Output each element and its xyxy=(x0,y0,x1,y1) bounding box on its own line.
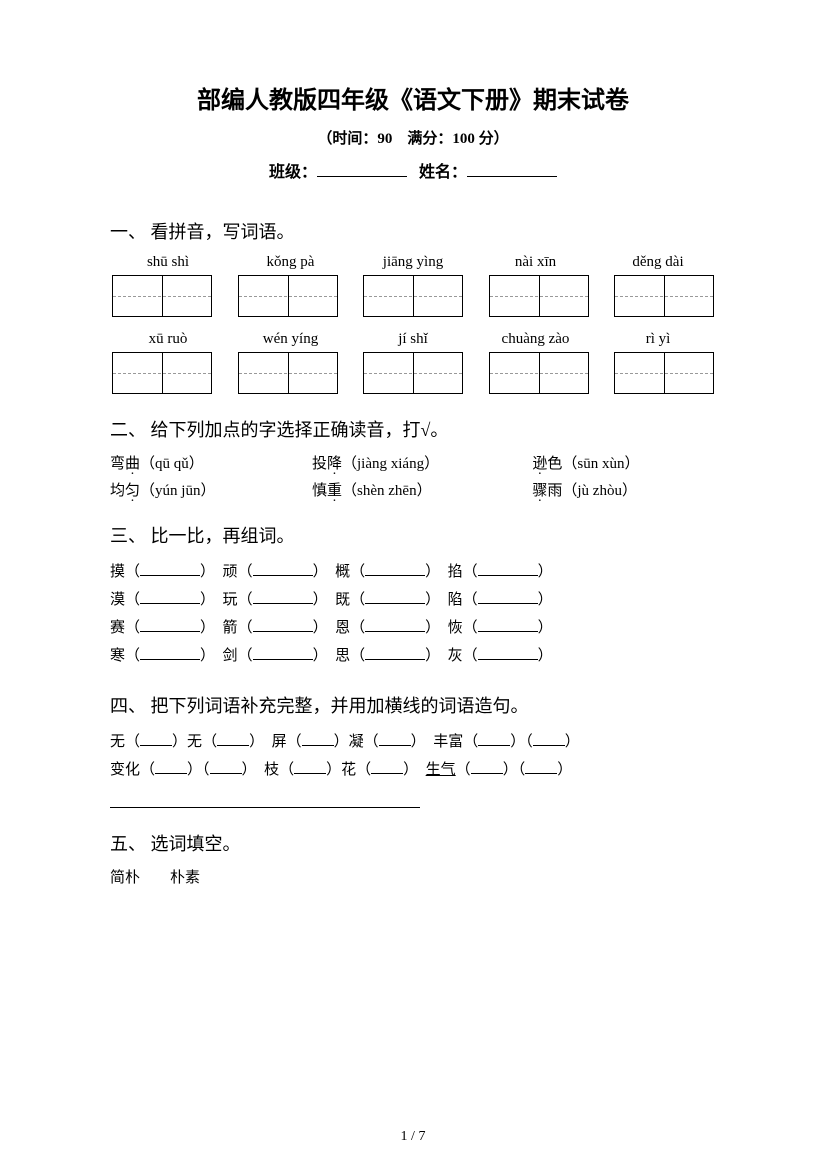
q3-row: 寒（） 剑（） 思（） 灰（） xyxy=(110,642,716,670)
dotted-char: 降 xyxy=(327,452,342,473)
q2-item: 投降（jiàng xiáng） xyxy=(312,452,532,473)
name-label: 姓名： xyxy=(419,164,467,181)
document-subtitle: （时间：90 满分：100 分） xyxy=(110,127,716,148)
section-3-heading: 三、 比一比，再组词。 xyxy=(110,522,716,548)
info-line: 班级： 姓名： xyxy=(110,158,716,182)
char-box xyxy=(489,275,589,317)
class-blank xyxy=(317,161,407,177)
char-box xyxy=(238,275,338,317)
pinyin-item: wén yíng xyxy=(241,331,341,348)
sentence-blank xyxy=(110,792,420,808)
char-box xyxy=(489,352,589,394)
char-box xyxy=(112,352,212,394)
pinyin-row-1: shū shì kǒng pà jiāng yìng nài xīn děng … xyxy=(110,254,716,271)
section-1-heading: 一、 看拼音，写词语。 xyxy=(110,218,716,244)
pinyin-item: jí shǐ xyxy=(363,331,463,348)
dotted-char: 匀 xyxy=(125,479,140,500)
q3-row: 赛（） 箭（） 恩（） 恢（） xyxy=(110,614,716,642)
pinyin-item: xū ruò xyxy=(118,331,218,348)
q4-row: 无（）无（） 屏（）凝（） 丰富（）（） xyxy=(110,728,716,756)
q4-container: 无（）无（） 屏（）凝（） 丰富（）（） 变化（）（） 枝（）花（） 生气（）（… xyxy=(110,728,716,808)
q2-grid: 弯曲（qū qǔ） 投降（jiàng xiáng） 逊色（sūn xùn） 均匀… xyxy=(110,452,716,500)
section-5-heading: 五、 选词填空。 xyxy=(110,830,716,856)
pinyin-item: kǒng pà xyxy=(241,254,341,271)
char-box xyxy=(614,275,714,317)
dotted-char: 重 xyxy=(327,479,342,500)
q2-item: 均匀（yún jūn） xyxy=(110,479,312,500)
pinyin-item: shū shì xyxy=(118,254,218,271)
class-label: 班级： xyxy=(269,164,317,181)
document-title: 部编人教版四年级《语文下册》期末试卷 xyxy=(110,80,716,115)
q3-row: 摸（） 顽（） 概（） 掐（） xyxy=(110,558,716,586)
section-2-heading: 二、 给下列加点的字选择正确读音，打√。 xyxy=(110,416,716,442)
q5-word-choices: 简朴 朴素 xyxy=(110,866,716,887)
pinyin-item: děng dài xyxy=(608,254,708,271)
q4-row: 变化（）（） 枝（）花（） 生气（）（） xyxy=(110,756,716,784)
q3-row: 漠（） 玩（） 既（） 陷（） xyxy=(110,586,716,614)
charbox-row-2 xyxy=(110,352,716,394)
charbox-row-1 xyxy=(110,275,716,317)
q2-item: 逊色（sūn xùn） xyxy=(532,452,716,473)
q2-item: 弯曲（qū qǔ） xyxy=(110,452,312,473)
char-box xyxy=(363,275,463,317)
char-box xyxy=(614,352,714,394)
section-4-heading: 四、 把下列词语补充完整，并用加横线的词语造句。 xyxy=(110,692,716,718)
dotted-char: 逊 xyxy=(532,452,547,473)
pinyin-item: nài xīn xyxy=(486,254,586,271)
underlined-word: 生气 xyxy=(426,762,456,778)
pinyin-item: jiāng yìng xyxy=(363,254,463,271)
page-number: 1 / 7 xyxy=(0,1129,826,1145)
name-blank xyxy=(467,161,557,177)
char-box xyxy=(363,352,463,394)
pinyin-item: chuàng zào xyxy=(486,331,586,348)
dotted-char: 骤 xyxy=(532,479,547,500)
pinyin-item: rì yì xyxy=(608,331,708,348)
q3-container: 摸（） 顽（） 概（） 掐（） 漠（） 玩（） 既（） 陷（） 赛（） 箭（） … xyxy=(110,558,716,670)
q2-item: 慎重（shèn zhēn） xyxy=(312,479,532,500)
q2-item: 骤雨（jù zhòu） xyxy=(532,479,716,500)
char-box xyxy=(238,352,338,394)
char-box xyxy=(112,275,212,317)
dotted-char: 曲 xyxy=(125,452,140,473)
pinyin-row-2: xū ruò wén yíng jí shǐ chuàng zào rì yì xyxy=(110,331,716,348)
